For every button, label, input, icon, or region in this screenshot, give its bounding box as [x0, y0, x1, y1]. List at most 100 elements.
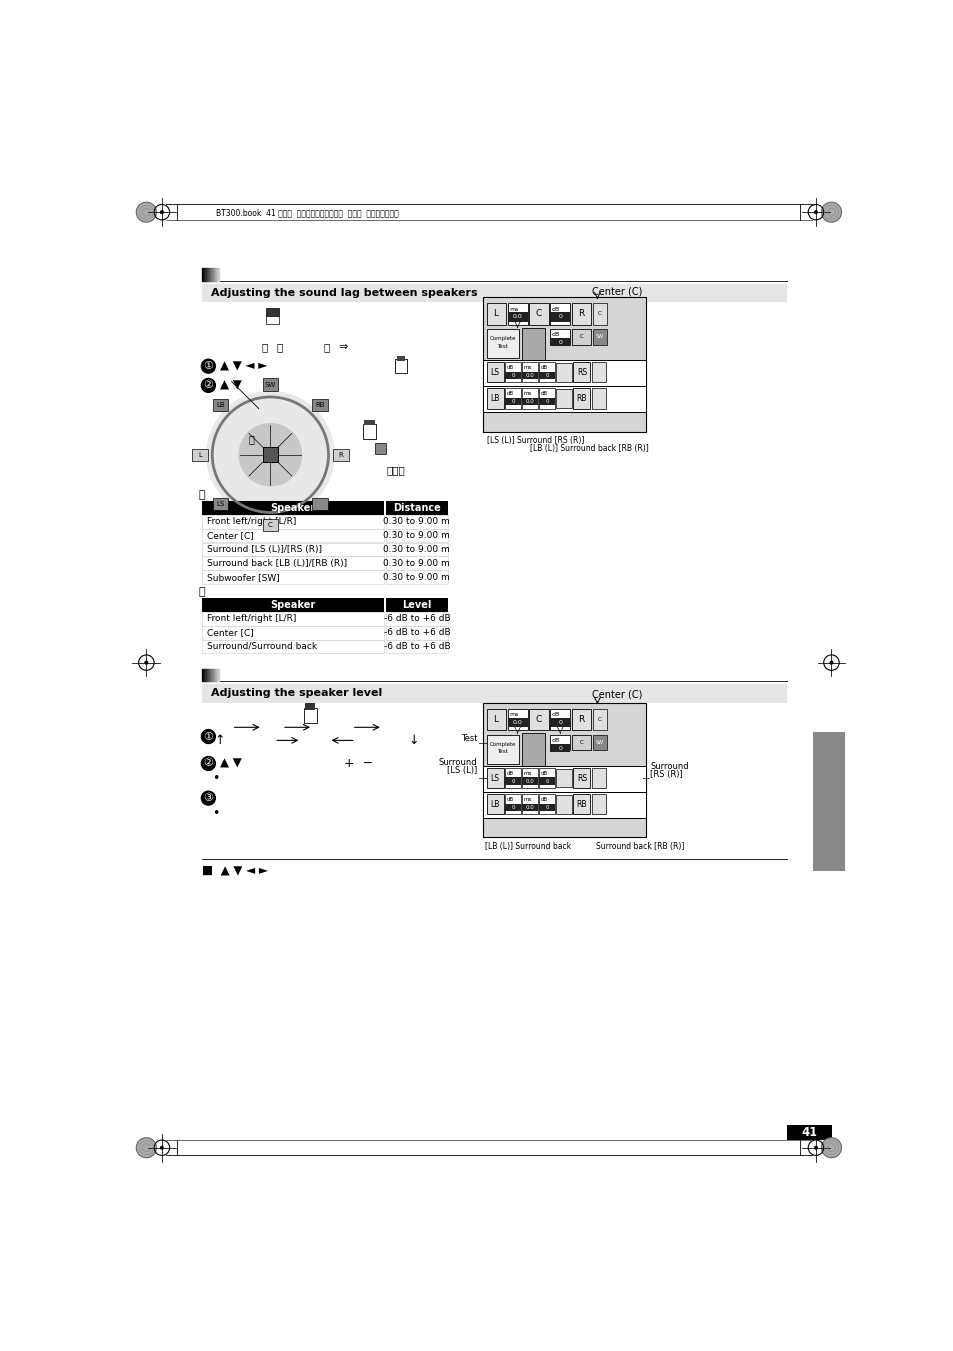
Bar	[266, 316, 278, 324]
Bar	[486, 735, 518, 765]
Bar	[538, 362, 555, 382]
Text: 0.0: 0.0	[525, 373, 534, 378]
Bar	[505, 794, 520, 815]
Text: dB: dB	[506, 797, 514, 802]
Bar	[395, 359, 406, 373]
Text: C: C	[598, 717, 601, 721]
Text: 0: 0	[545, 399, 548, 404]
Bar	[521, 389, 537, 408]
Bar	[313, 399, 328, 411]
Text: ①: ①	[203, 361, 213, 372]
Bar	[521, 769, 537, 788]
Text: ⒶⒷⒸ: ⒶⒷⒸ	[386, 465, 405, 476]
Bar	[483, 766, 645, 792]
Circle shape	[145, 661, 148, 665]
Bar	[262, 378, 278, 390]
Bar	[385, 528, 447, 543]
Bar	[202, 612, 384, 626]
Text: 0.0: 0.0	[525, 778, 534, 784]
Bar	[538, 397, 555, 405]
Bar	[521, 397, 537, 405]
Bar	[521, 372, 537, 380]
Circle shape	[238, 423, 302, 486]
Text: dB: dB	[540, 365, 547, 370]
Bar	[385, 612, 447, 626]
Bar	[538, 777, 555, 785]
Bar	[202, 528, 384, 543]
Text: Center (C): Center (C)	[592, 286, 641, 296]
Bar	[483, 703, 645, 838]
Bar	[202, 284, 786, 303]
Text: ↓: ↓	[408, 734, 418, 747]
Text: Adjusting the sound lag between speakers: Adjusting the sound lag between speakers	[211, 288, 476, 299]
Bar	[556, 363, 571, 381]
Bar	[486, 303, 505, 324]
Bar	[486, 330, 518, 358]
Bar	[363, 424, 375, 439]
Text: [LS (L)] Surround [RS (R)]: [LS (L)] Surround [RS (R)]	[487, 436, 584, 446]
Bar	[486, 389, 503, 408]
Bar	[550, 339, 570, 346]
Bar	[486, 769, 503, 788]
Bar	[396, 357, 405, 361]
Bar	[550, 312, 570, 322]
Text: Ⓐ: Ⓐ	[248, 434, 253, 444]
Circle shape	[201, 792, 215, 805]
Bar	[505, 769, 520, 788]
Bar	[571, 709, 591, 731]
Text: R: R	[578, 715, 583, 724]
Circle shape	[821, 203, 841, 222]
Bar	[529, 709, 548, 731]
Bar	[556, 389, 571, 408]
Text: dB: dB	[506, 771, 514, 775]
Text: •: •	[212, 773, 219, 785]
Bar	[364, 420, 375, 424]
Bar	[333, 449, 348, 461]
Bar	[571, 303, 591, 324]
Bar	[592, 794, 605, 815]
Text: ⇒: ⇒	[338, 342, 348, 351]
Bar	[483, 386, 645, 412]
Circle shape	[201, 378, 215, 392]
Bar	[556, 769, 571, 788]
Bar	[202, 515, 384, 528]
Circle shape	[160, 211, 163, 213]
Bar	[571, 330, 591, 345]
Bar	[202, 557, 384, 570]
Text: Subwoofer [SW]: Subwoofer [SW]	[207, 573, 279, 582]
Text: 0.30 to 9.00 m: 0.30 to 9.00 m	[383, 517, 450, 526]
Text: BT300.book  41 ページ  ２００９年３月２３日  月曜日  午後１時５７分: BT300.book 41 ページ ２００９年３月２３日 月曜日 午後１時５７分	[216, 208, 398, 218]
Bar	[550, 709, 570, 731]
Circle shape	[136, 1138, 156, 1158]
Text: Complete: Complete	[489, 742, 516, 747]
Bar	[556, 794, 571, 813]
Bar	[385, 570, 447, 584]
Text: 0.0: 0.0	[525, 805, 534, 809]
Bar	[573, 362, 590, 382]
Bar	[507, 312, 527, 322]
Text: RB: RB	[576, 800, 586, 809]
Text: 0: 0	[511, 399, 515, 404]
Bar	[213, 499, 228, 511]
Text: [LB (L)] Surround back: [LB (L)] Surround back	[484, 842, 571, 851]
Text: C: C	[535, 309, 541, 319]
Text: Complete: Complete	[489, 336, 516, 340]
Bar	[786, 1124, 831, 1140]
Bar	[521, 362, 537, 382]
Bar	[385, 639, 447, 654]
Bar	[202, 639, 384, 654]
Bar	[592, 389, 605, 408]
Text: ①: ①	[203, 731, 213, 742]
Text: Surround [LS (L)]/[RS (R)]: Surround [LS (L)]/[RS (R)]	[207, 544, 321, 554]
Text: Surround back [RB (R)]: Surround back [RB (R)]	[596, 842, 683, 851]
Text: Front left/right [L/R]: Front left/right [L/R]	[207, 615, 295, 623]
Text: LB: LB	[490, 394, 499, 403]
Text: ▲ ▼: ▲ ▼	[220, 378, 241, 392]
Bar	[573, 769, 590, 788]
Bar	[521, 328, 545, 359]
Bar	[529, 303, 548, 324]
Text: C: C	[598, 311, 601, 316]
Bar	[507, 303, 527, 324]
Text: ↑: ↑	[214, 734, 225, 747]
Bar	[521, 804, 537, 811]
